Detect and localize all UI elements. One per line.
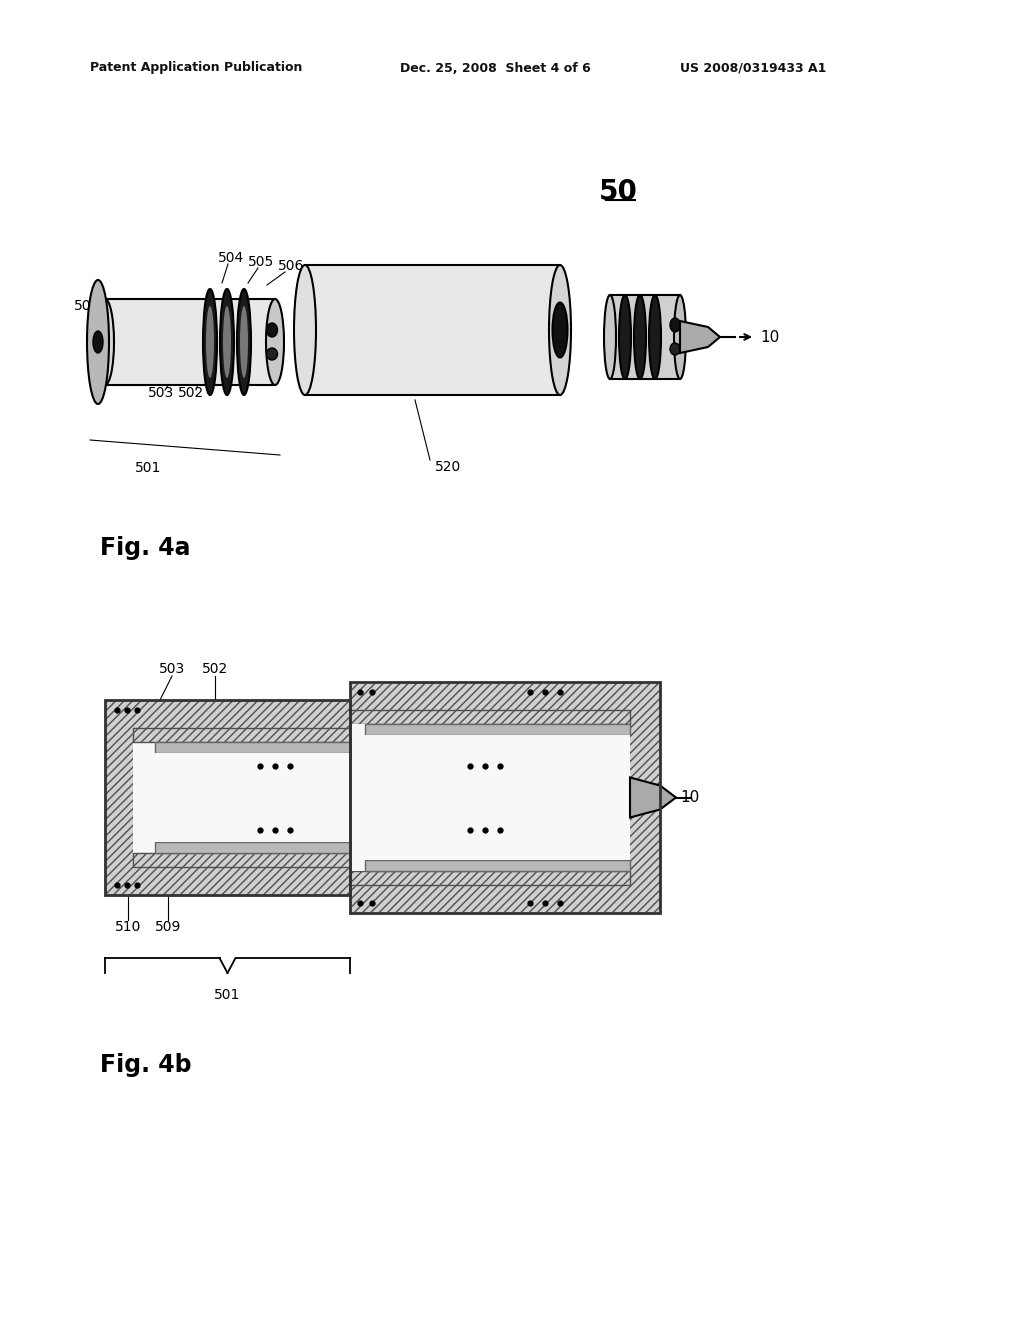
- Bar: [365, 861, 630, 871]
- Text: 503: 503: [159, 663, 185, 676]
- Text: 506: 506: [278, 259, 304, 273]
- Ellipse shape: [549, 265, 571, 395]
- Text: 10: 10: [760, 330, 779, 345]
- Text: 50: 50: [599, 178, 637, 206]
- Text: 520: 520: [435, 459, 461, 474]
- Text: Patent Application Publication: Patent Application Publication: [90, 62, 302, 74]
- Text: 502: 502: [178, 385, 204, 400]
- Bar: [365, 723, 630, 735]
- Ellipse shape: [223, 306, 231, 378]
- Ellipse shape: [220, 289, 234, 395]
- Bar: [133, 729, 350, 867]
- Ellipse shape: [294, 265, 316, 395]
- Text: 501: 501: [135, 461, 161, 475]
- Bar: [350, 871, 630, 884]
- Bar: [133, 853, 350, 867]
- Bar: [155, 752, 350, 842]
- Bar: [133, 729, 350, 742]
- Bar: [105, 700, 350, 895]
- Ellipse shape: [618, 294, 631, 379]
- Ellipse shape: [634, 294, 646, 379]
- Bar: [105, 700, 350, 895]
- Text: 508: 508: [74, 300, 100, 313]
- Ellipse shape: [96, 300, 114, 385]
- Bar: [350, 682, 660, 913]
- Text: 10: 10: [680, 789, 699, 805]
- Text: 504: 504: [218, 251, 245, 265]
- Text: 501: 501: [214, 987, 241, 1002]
- Text: 509: 509: [155, 920, 181, 935]
- Bar: [350, 710, 630, 723]
- Bar: [305, 265, 560, 395]
- Ellipse shape: [237, 289, 251, 395]
- Ellipse shape: [553, 302, 567, 358]
- Ellipse shape: [266, 300, 284, 385]
- Polygon shape: [680, 321, 720, 352]
- Ellipse shape: [649, 294, 662, 379]
- Ellipse shape: [266, 348, 278, 360]
- Bar: [350, 723, 630, 871]
- Text: Fig. 4a: Fig. 4a: [100, 536, 190, 560]
- Ellipse shape: [670, 318, 680, 333]
- Bar: [610, 294, 680, 379]
- Bar: [350, 682, 660, 913]
- Ellipse shape: [670, 343, 680, 355]
- Text: Dec. 25, 2008  Sheet 4 of 6: Dec. 25, 2008 Sheet 4 of 6: [400, 62, 591, 74]
- Ellipse shape: [206, 306, 214, 378]
- Text: Fig. 4b: Fig. 4b: [100, 1053, 191, 1077]
- Text: 510: 510: [115, 920, 141, 935]
- Bar: [365, 735, 630, 861]
- Text: 505: 505: [248, 255, 274, 269]
- Text: 503: 503: [148, 385, 174, 400]
- Bar: [350, 710, 630, 884]
- Ellipse shape: [87, 280, 109, 404]
- Bar: [155, 842, 350, 853]
- Ellipse shape: [674, 294, 686, 379]
- Ellipse shape: [604, 294, 616, 379]
- Text: US 2008/0319433 A1: US 2008/0319433 A1: [680, 62, 826, 74]
- Bar: [155, 742, 350, 752]
- Ellipse shape: [240, 306, 248, 378]
- Bar: [105, 300, 275, 385]
- Ellipse shape: [93, 331, 103, 352]
- Ellipse shape: [266, 323, 278, 337]
- Polygon shape: [630, 777, 676, 817]
- Ellipse shape: [203, 289, 217, 395]
- Text: 502: 502: [202, 663, 228, 676]
